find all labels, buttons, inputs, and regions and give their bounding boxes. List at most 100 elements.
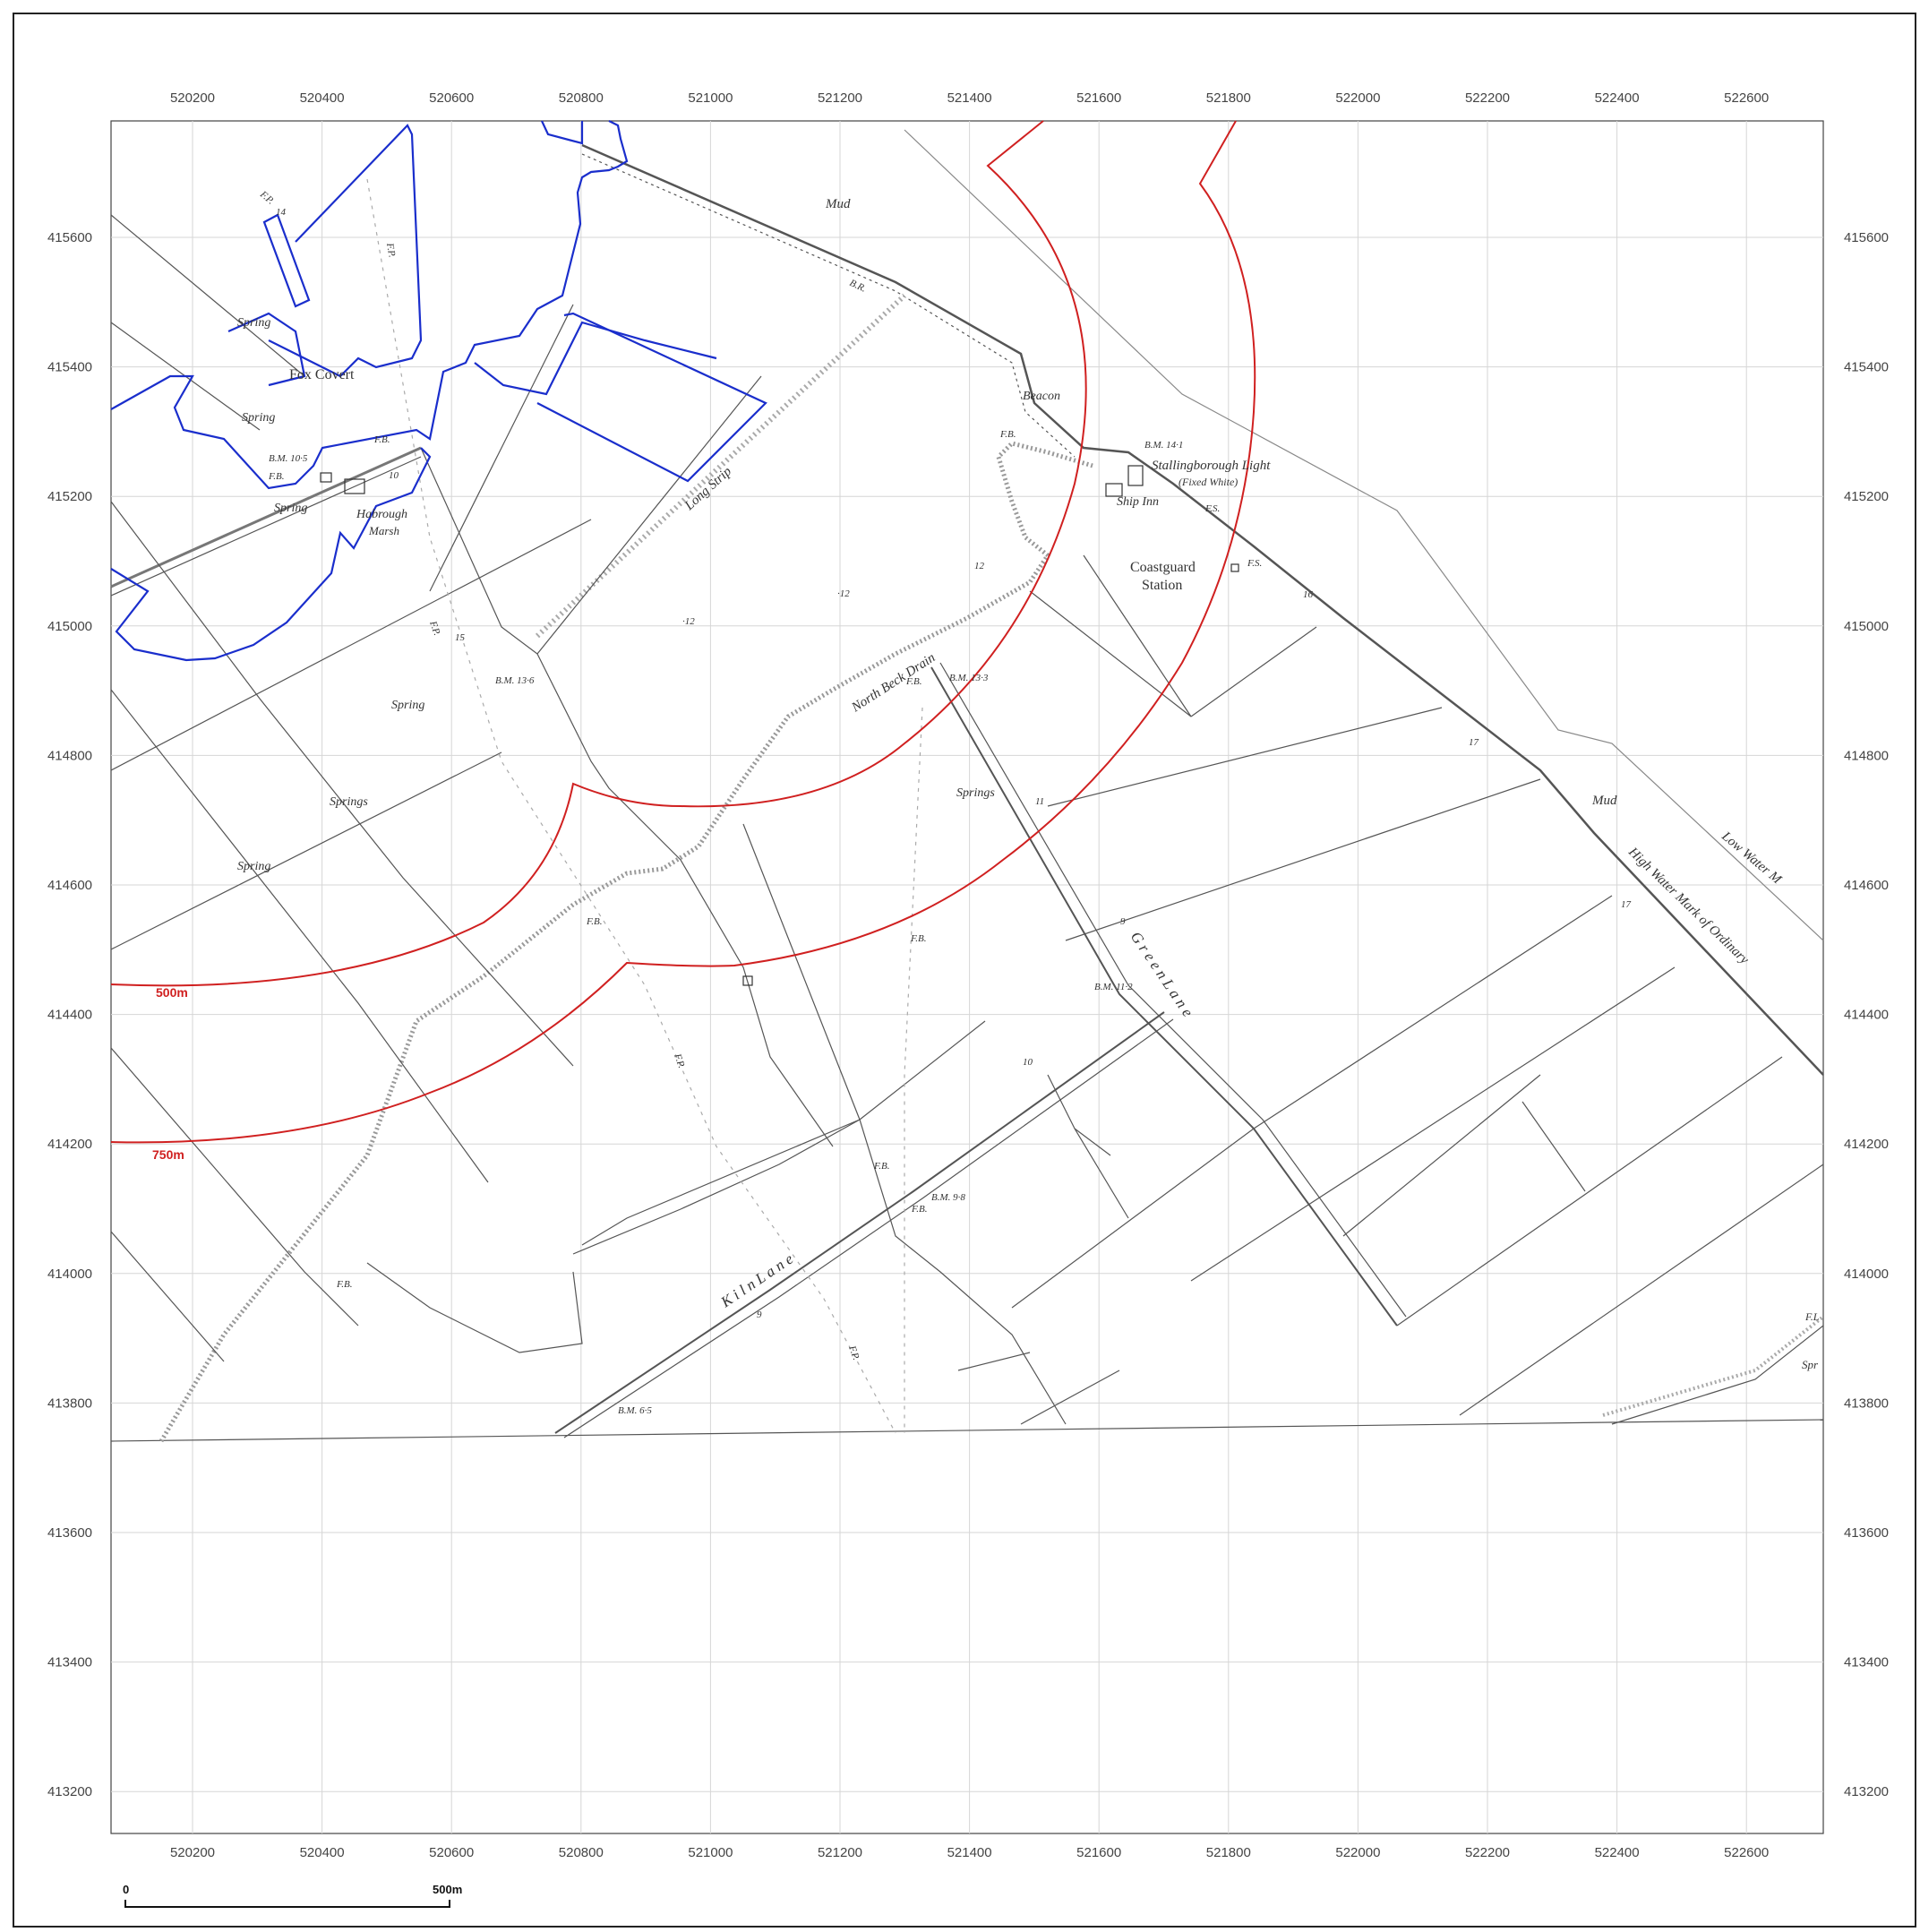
field-boundary xyxy=(1083,554,1192,717)
label-low-water-mark: Low Water M xyxy=(1719,829,1785,888)
field-boundary xyxy=(110,501,574,1067)
label-spot-height: 14 xyxy=(276,207,287,218)
label-spot-height: 17 xyxy=(1621,899,1632,910)
field-boundary xyxy=(110,214,305,377)
label-footbridge: F.B. xyxy=(911,1204,928,1215)
x-tick-label-bottom: 522600 xyxy=(1724,1845,1769,1860)
buildings xyxy=(320,465,1239,986)
building xyxy=(1230,563,1239,572)
label-spot-height: 10 xyxy=(389,470,399,481)
footpath xyxy=(904,707,923,1433)
x-tick-label-bottom: 522200 xyxy=(1465,1845,1510,1860)
label-station: Station xyxy=(1142,578,1182,593)
label-footbridge: F.B. xyxy=(873,1161,890,1172)
site-boundary-line xyxy=(227,312,306,387)
label-spot-height: 11 xyxy=(1035,796,1044,807)
field-boundary xyxy=(110,1231,225,1362)
y-tick-label-right: 414400 xyxy=(1844,1008,1889,1023)
field-boundary xyxy=(1253,895,1613,1129)
building xyxy=(742,975,753,986)
x-tick-label-bottom: 521400 xyxy=(947,1845,992,1860)
y-tick-label-right: 414800 xyxy=(1844,748,1889,763)
label-high-water-mark: High Water Mark of Ordinary xyxy=(1625,845,1752,967)
x-tick-label-top: 521400 xyxy=(947,90,992,106)
label-edge: Spr xyxy=(1802,1358,1819,1371)
label-benchmark: B.M. 10·5 xyxy=(269,453,308,464)
label-boundary-stone: B.R. xyxy=(848,278,868,295)
y-tick-label-right: 414600 xyxy=(1844,878,1889,893)
road-habrough xyxy=(110,446,422,588)
label-north-beck-drain: North Beck Drain xyxy=(849,650,939,716)
field-boundary xyxy=(581,1119,861,1246)
y-tick-label-right: 413400 xyxy=(1844,1655,1889,1670)
field-boundary xyxy=(420,447,834,1147)
label-mud-top: Mud xyxy=(825,197,851,211)
field-boundary xyxy=(110,689,489,1183)
label-spring: Spring xyxy=(274,502,307,515)
label-green-lane: G r e e n L a n e xyxy=(1127,929,1197,1020)
scale-bar-line xyxy=(124,1900,450,1908)
x-tick-label-bottom: 521000 xyxy=(688,1845,733,1860)
label-spot-height: 9 xyxy=(757,1309,762,1320)
green-lane-edge xyxy=(939,662,1407,1318)
drain-south-east xyxy=(1602,1315,1825,1417)
field-boundary xyxy=(859,1020,986,1121)
site-boundary-line xyxy=(110,447,432,662)
kiln-lane xyxy=(554,1011,1165,1434)
y-tick-label-left: 413400 xyxy=(47,1655,92,1670)
building xyxy=(1105,483,1123,497)
kiln-lane-edge xyxy=(563,1018,1174,1438)
y-tick-label-right: 413200 xyxy=(1844,1784,1889,1799)
label-benchmark: B.M. 9·8 xyxy=(931,1192,965,1203)
label-spring: Spring xyxy=(237,860,270,873)
label-footbridge: F.B. xyxy=(336,1279,353,1290)
field-boundary xyxy=(1459,1163,1824,1416)
label-springs: Springs xyxy=(330,795,368,809)
label-spot-height: 17 xyxy=(1469,737,1479,748)
label-spot-height: ·12 xyxy=(682,616,695,627)
y-tick-label-left: 413800 xyxy=(47,1395,92,1411)
map-area-border xyxy=(110,120,1824,1834)
y-tick-label-left: 415600 xyxy=(47,230,92,245)
label-ship-inn: Ship Inn xyxy=(1117,495,1159,509)
x-tick-label-top: 521200 xyxy=(818,90,862,106)
y-tick-label-left: 413200 xyxy=(47,1784,92,1799)
label-fox-covert: Fox Covert xyxy=(289,367,355,382)
label-stallingborough-light: Stallingborough Light xyxy=(1152,459,1271,473)
field-boundary xyxy=(1342,1074,1541,1237)
label-footbridge: F.B. xyxy=(910,933,927,944)
y-tick-label-left: 414200 xyxy=(47,1137,92,1152)
field-boundary xyxy=(1047,1074,1129,1219)
label-spot-height: 15 xyxy=(455,632,466,643)
label-springs: Springs xyxy=(956,786,995,800)
label-coastguard: Coastguard xyxy=(1130,560,1196,575)
label-footpath: F.P. xyxy=(846,1344,861,1361)
label-footpath: F.P. xyxy=(384,241,398,258)
scale-bar: 0 500m xyxy=(123,1883,462,1908)
y-tick-label-right: 414000 xyxy=(1844,1267,1889,1282)
field-boundary xyxy=(1047,707,1443,807)
label-mud-right: Mud xyxy=(1591,794,1617,808)
map-extent-edge xyxy=(110,1419,1824,1442)
x-tick-label-bottom: 521200 xyxy=(818,1845,862,1860)
label-beacon: Beacon xyxy=(1023,390,1060,403)
building xyxy=(1127,465,1144,486)
label-footpath: F.P. xyxy=(427,619,442,637)
buffer-750m xyxy=(110,120,1256,1144)
field-boundary xyxy=(1611,1325,1824,1425)
field-boundary xyxy=(572,1119,861,1255)
label-long-strip: Long Strip xyxy=(681,464,734,514)
label-benchmark: B.M. 13·6 xyxy=(495,675,535,686)
label-footbridge: F.B. xyxy=(905,676,922,687)
x-tick-label-top: 520400 xyxy=(300,90,345,106)
x-tick-label-bottom: 520400 xyxy=(300,1845,345,1860)
coordinate-tick-labels: 520200 520200 520400 520400 520600 520600 5208… xyxy=(47,90,1889,1860)
field-boundary xyxy=(957,1352,1031,1371)
y-tick-label-left: 413600 xyxy=(47,1525,92,1541)
y-tick-label-right: 415000 xyxy=(1844,619,1889,634)
base-map-linework xyxy=(110,129,1825,1443)
x-tick-label-top: 522600 xyxy=(1724,90,1769,106)
road-habrough-edge xyxy=(110,456,422,597)
field-boundary xyxy=(110,519,592,771)
